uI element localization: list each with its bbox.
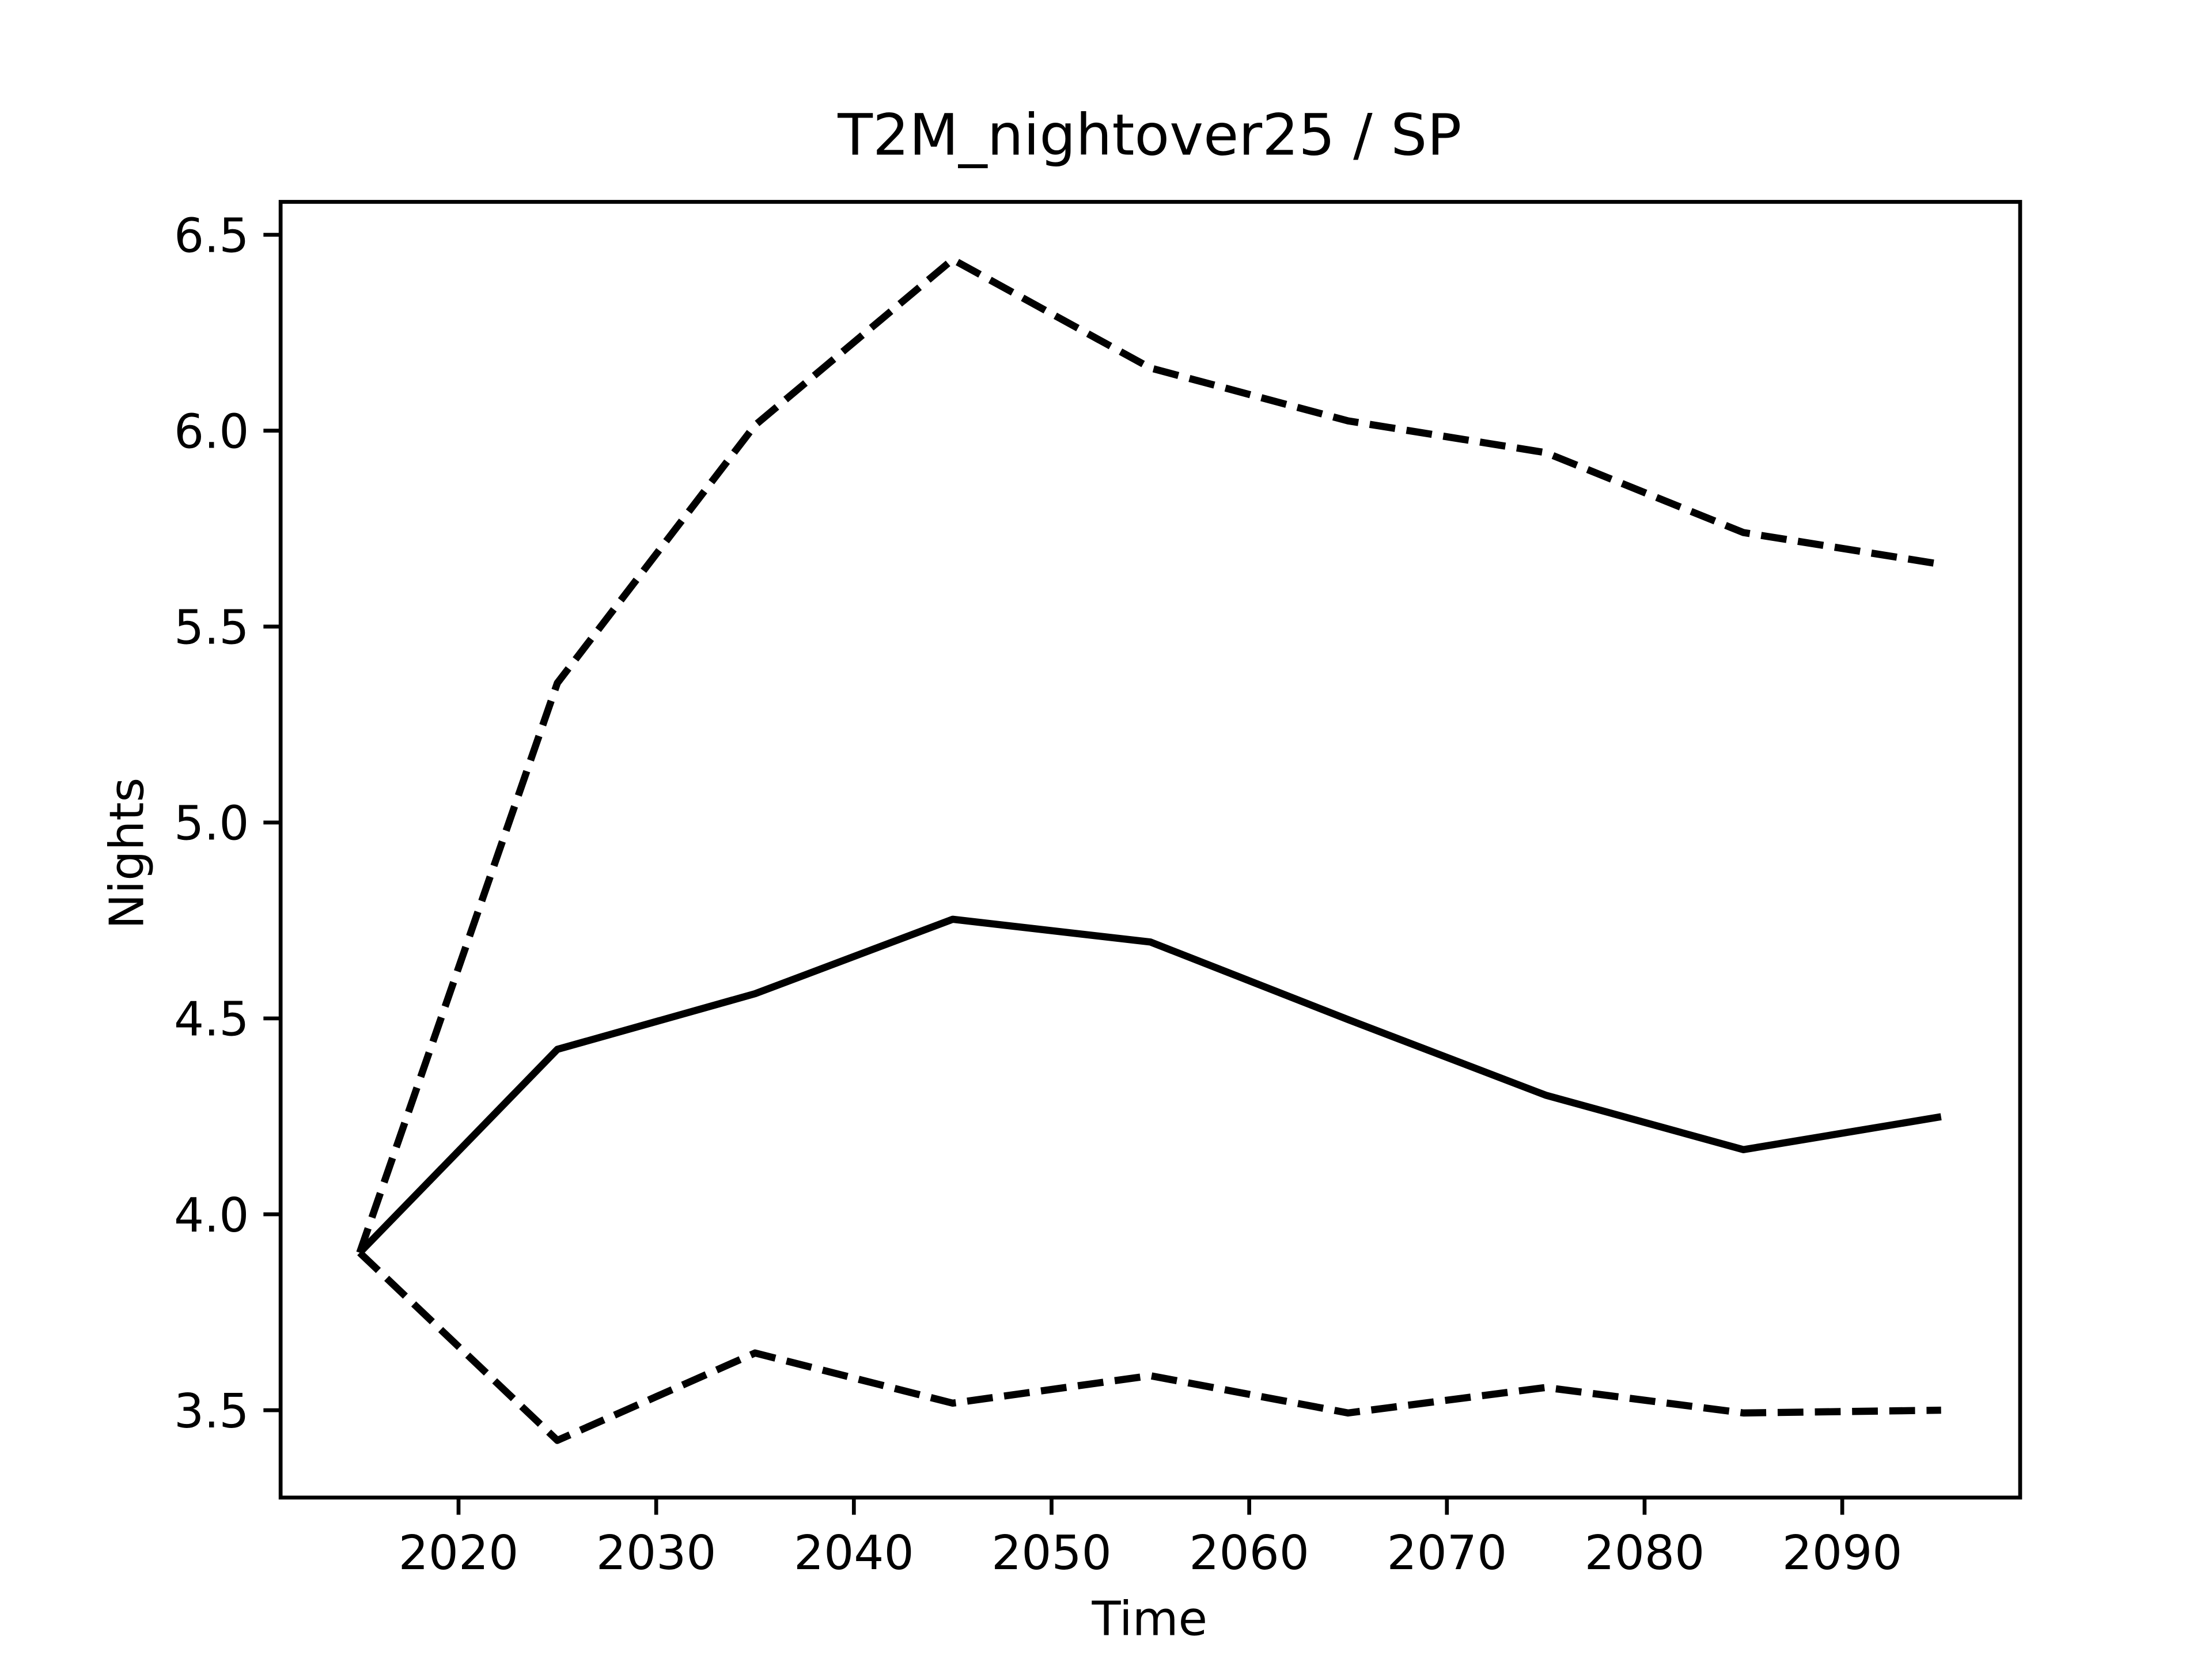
plot-frame: [278, 200, 2022, 1500]
x-tick-label: 2060: [1189, 1526, 1309, 1581]
y-tick-label: 3.5: [174, 1384, 249, 1439]
chart-title: T2M_nightover25 / SP: [837, 102, 1461, 168]
series-line: [356, 256, 1942, 1254]
y-tick-label: 6.5: [174, 209, 249, 263]
x-tick-label: 2050: [991, 1526, 1112, 1581]
x-tick-label: 2030: [596, 1526, 717, 1581]
y-tick-label: 5.5: [174, 601, 249, 656]
y-axis-label: Nights: [100, 778, 155, 929]
y-tick-label: 5.0: [174, 797, 249, 851]
y-tick-label: 4.5: [174, 993, 249, 1047]
x-tick-label: 2070: [1387, 1526, 1507, 1581]
x-axis-label: Time: [1091, 1592, 1207, 1646]
series-line: [357, 1250, 1941, 1444]
y-tick-label: 6.0: [174, 404, 249, 459]
x-tick-label: 2080: [1585, 1526, 1705, 1581]
x-tick-label: 2040: [794, 1526, 914, 1581]
series-line: [357, 915, 1942, 1255]
y-tick-label: 4.0: [174, 1188, 249, 1243]
x-tick-label: 2020: [399, 1526, 519, 1581]
x-tick-label: 2090: [1782, 1526, 1903, 1581]
